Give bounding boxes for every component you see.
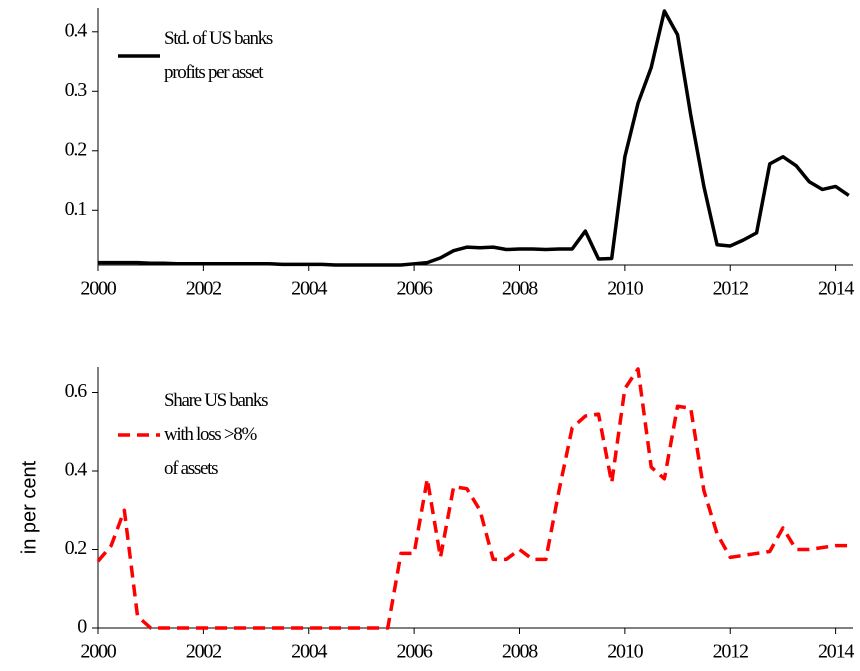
x-tick-label: 2012 <box>713 278 748 300</box>
x-tick-label: 2006 <box>397 278 433 300</box>
x-tick-label: 2010 <box>607 278 643 300</box>
x-tick-label: 2008 <box>502 278 538 300</box>
x-tick-label: 2002 <box>186 278 221 300</box>
x-tick-label: 2002 <box>186 641 221 663</box>
x-tick-label: 2004 <box>291 641 327 663</box>
y-tick-label: 0.3 <box>65 79 88 101</box>
y-tick-label: 0.2 <box>65 537 87 559</box>
y-tick-label: 0.6 <box>65 380 88 402</box>
x-tick-label: 2006 <box>397 641 433 663</box>
x-tick-label: 2004 <box>291 278 327 300</box>
y-tick-label: 0.4 <box>65 19 88 41</box>
y-tick-label: 0.4 <box>65 459 88 481</box>
y-tick-label: 0 <box>77 616 87 638</box>
y-tick-label: 0.2 <box>65 138 87 160</box>
x-tick-label: 2000 <box>80 641 116 663</box>
legend-label: Std. of US banks profits per asset <box>164 28 273 83</box>
x-tick-label: 2000 <box>80 278 116 300</box>
x-tick-label: 2012 <box>713 641 748 663</box>
x-tick-label: 2014 <box>818 278 854 300</box>
y-tick-label: 0.1 <box>65 198 87 220</box>
x-tick-label: 2014 <box>818 641 854 663</box>
x-tick-label: 2008 <box>502 641 538 663</box>
data-line <box>96 367 849 630</box>
y-axis-label: in per cent <box>18 460 40 554</box>
data-line <box>98 9 850 267</box>
legend-label: Share US banks with loss >8% of assets <box>164 390 268 479</box>
x-tick-label: 2010 <box>607 641 643 663</box>
